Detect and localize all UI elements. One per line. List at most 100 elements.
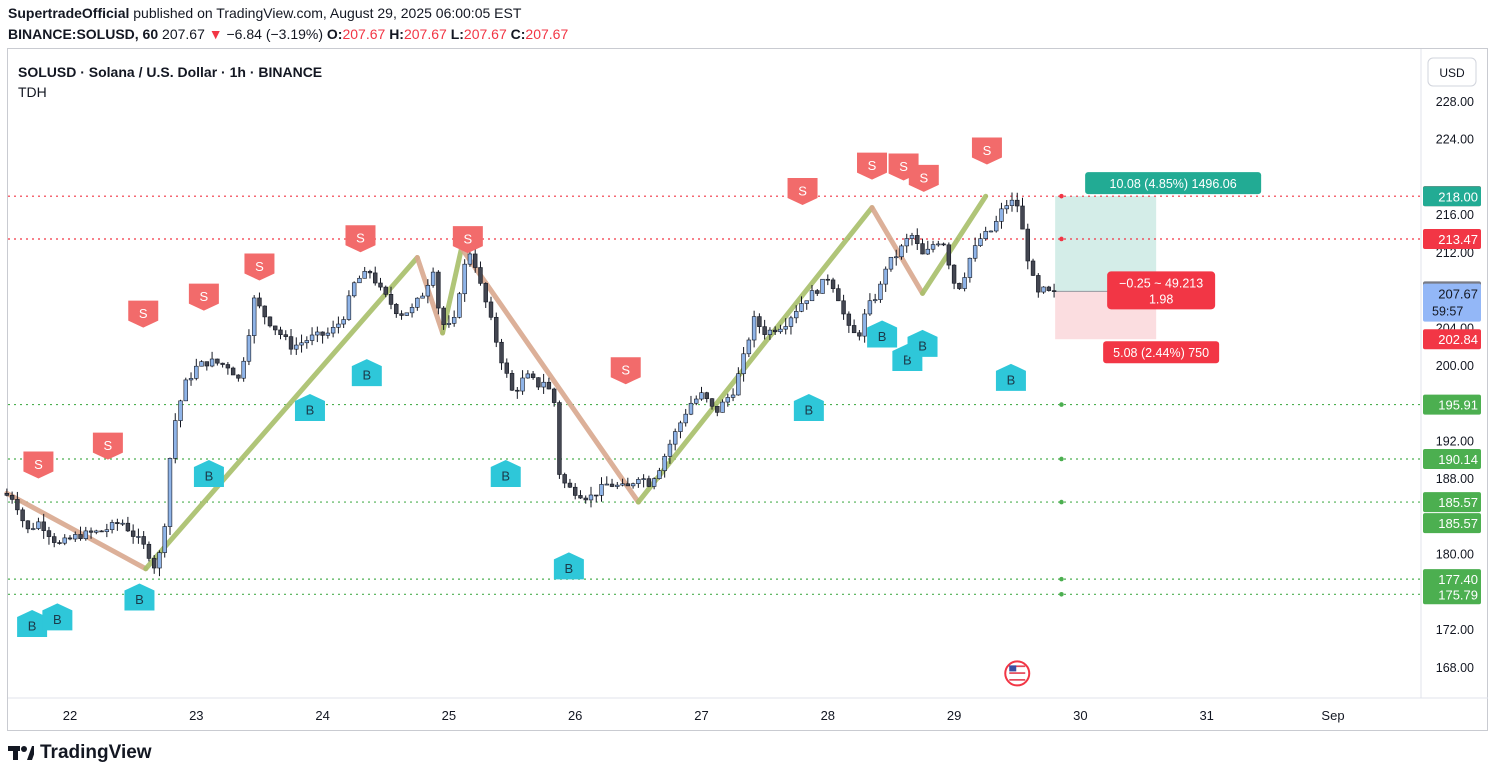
- candle-up: [909, 235, 915, 239]
- candle-down: [825, 278, 831, 281]
- candle-up: [199, 361, 204, 367]
- buy-signal-marker[interactable]: [351, 359, 382, 387]
- buy-signal-label: B: [805, 402, 814, 417]
- candle-up: [809, 290, 815, 302]
- x-tick-label: Sep: [1321, 708, 1344, 723]
- x-tick-label: 27: [694, 708, 708, 723]
- buy-signal-label: B: [362, 368, 371, 383]
- sell-signal-marker[interactable]: [345, 225, 376, 253]
- candle-down: [230, 367, 236, 376]
- sell-signal-marker[interactable]: [908, 164, 939, 192]
- price-badge-label: 185.57: [1438, 516, 1478, 531]
- candle-up: [1004, 205, 1009, 210]
- candle-up: [615, 484, 620, 487]
- candle-down: [115, 522, 120, 525]
- candle-down: [388, 294, 394, 305]
- candle-down: [530, 373, 536, 378]
- buy-signal-marker[interactable]: [42, 603, 73, 631]
- sell-signal-marker[interactable]: [971, 137, 1002, 165]
- us-flag-icon[interactable]: [1004, 660, 1031, 687]
- candle-down: [20, 509, 25, 522]
- candle-down: [546, 381, 552, 390]
- chart-frame[interactable]: [7, 48, 1488, 731]
- stop-label[interactable]: 5.08 (2.44%) 750: [1103, 341, 1220, 364]
- y-tick-label: 228.00: [1436, 95, 1474, 109]
- candle-down: [52, 536, 57, 543]
- candle-down: [146, 543, 152, 559]
- currency-button[interactable]: [1427, 57, 1477, 87]
- center-label[interactable]: −0.25 ~ 49.213 1.98: [1107, 271, 1216, 310]
- buy-signal-marker[interactable]: [124, 583, 155, 611]
- sell-signal-marker[interactable]: [610, 357, 641, 385]
- price-badge-label: 190.14: [1438, 452, 1478, 467]
- symbol-label: BINANCE:SOLUSD, 60: [8, 26, 159, 42]
- candle-down: [494, 316, 499, 343]
- sell-signal-marker[interactable]: [23, 451, 54, 479]
- sell-signal-marker[interactable]: [244, 253, 275, 281]
- x-tick-label: 22: [63, 708, 77, 723]
- candle-up: [520, 377, 525, 392]
- buy-signal-marker[interactable]: [294, 393, 325, 421]
- sell-signal-marker[interactable]: [92, 432, 123, 460]
- buy-signal-marker[interactable]: [17, 609, 48, 637]
- zigzag-lines: [4, 193, 989, 572]
- candle-down: [267, 316, 273, 327]
- buy-signal-marker[interactable]: [193, 460, 224, 488]
- candle-up: [683, 413, 688, 424]
- indicator-label[interactable]: TDH: [18, 84, 47, 100]
- price-badge: 190.14: [1423, 448, 1481, 469]
- candle-down: [515, 389, 520, 392]
- buy-signal-marker[interactable]: [995, 363, 1026, 391]
- sell-signal-label: S: [139, 306, 148, 321]
- buy-signal-marker[interactable]: [553, 552, 584, 580]
- candle-up: [730, 394, 736, 398]
- buy-signal-label: B: [565, 561, 574, 576]
- sell-signal-marker[interactable]: [857, 152, 888, 180]
- candle-down: [957, 282, 962, 289]
- tradingview-footer[interactable]: TradingView: [8, 742, 152, 764]
- candle-up: [415, 297, 420, 308]
- buy-signal-marker[interactable]: [907, 329, 938, 357]
- candle-up: [457, 293, 462, 318]
- price-badge-bg: [1423, 329, 1481, 350]
- sell-signal-marker[interactable]: [787, 178, 818, 206]
- candle-down: [830, 279, 836, 289]
- sell-signal-label: S: [104, 438, 113, 453]
- candle-up: [409, 307, 415, 314]
- candle-up: [188, 378, 194, 381]
- price-badge-label: 177.40: [1438, 572, 1478, 587]
- y-tick-label: 200.00: [1436, 359, 1474, 373]
- level-dot: [1059, 236, 1064, 242]
- candle-down: [1051, 290, 1057, 292]
- candle-up: [167, 458, 173, 527]
- sell-signal-marker[interactable]: [188, 283, 219, 311]
- x-tick-label: 29: [947, 708, 961, 723]
- high-label: H:: [389, 26, 404, 42]
- candle-down: [499, 341, 504, 364]
- candle-up: [725, 397, 731, 403]
- sell-signal-marker[interactable]: [128, 300, 159, 328]
- candle-down: [220, 362, 225, 365]
- candle-down: [567, 482, 573, 488]
- candle-down: [257, 297, 262, 307]
- sell-signal-marker[interactable]: [452, 226, 483, 254]
- candle-down: [373, 272, 378, 284]
- candle-up: [588, 494, 594, 501]
- candle-down: [536, 377, 541, 388]
- buy-signal-label: B: [53, 612, 62, 627]
- author-name[interactable]: SupertradeOfficial: [8, 5, 130, 21]
- candle-up: [651, 478, 657, 487]
- price-badge-label: 195.91: [1438, 398, 1478, 413]
- level-dot: [1059, 592, 1064, 597]
- candle-up: [630, 483, 636, 487]
- price-badge: 202.84: [1423, 329, 1481, 350]
- candle-up: [678, 422, 683, 432]
- buy-signal-marker[interactable]: [490, 460, 521, 488]
- buy-signal-marker[interactable]: [867, 320, 898, 348]
- candle-down: [1030, 260, 1036, 276]
- candle-down: [15, 499, 20, 511]
- buy-signal-marker[interactable]: [793, 393, 824, 421]
- target-label[interactable]: 10.08 (4.85%) 1496.06: [1085, 172, 1262, 195]
- low-label: L:: [450, 26, 464, 42]
